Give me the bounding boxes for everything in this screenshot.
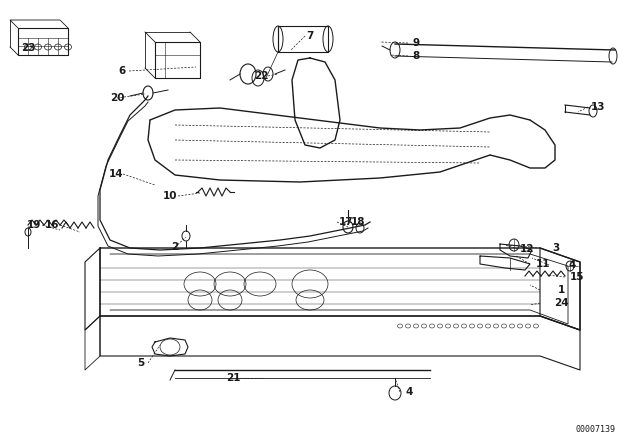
Text: 19: 19: [27, 220, 41, 230]
Text: 20: 20: [109, 93, 124, 103]
Text: 5: 5: [138, 358, 145, 368]
Text: 11: 11: [536, 259, 550, 269]
Text: 22: 22: [253, 71, 268, 81]
Text: 23: 23: [20, 43, 35, 53]
Text: 2: 2: [172, 242, 179, 252]
Text: 24: 24: [554, 298, 568, 308]
Text: 15: 15: [570, 272, 584, 282]
Text: 8: 8: [412, 51, 420, 61]
Text: 12: 12: [520, 244, 534, 254]
Text: 17: 17: [339, 217, 353, 227]
Text: 00007139: 00007139: [575, 426, 615, 435]
Text: 3: 3: [552, 243, 559, 253]
Text: 6: 6: [118, 66, 125, 76]
Text: 7: 7: [307, 31, 314, 41]
Text: 21: 21: [226, 373, 240, 383]
Text: 4: 4: [568, 260, 576, 270]
Text: 9: 9: [412, 38, 420, 48]
Text: 18: 18: [351, 217, 365, 227]
Text: 10: 10: [163, 191, 177, 201]
Text: 1: 1: [557, 285, 564, 295]
Text: 13: 13: [591, 102, 605, 112]
Text: 14: 14: [109, 169, 124, 179]
Text: 16: 16: [45, 220, 60, 230]
Text: 4: 4: [405, 387, 413, 397]
